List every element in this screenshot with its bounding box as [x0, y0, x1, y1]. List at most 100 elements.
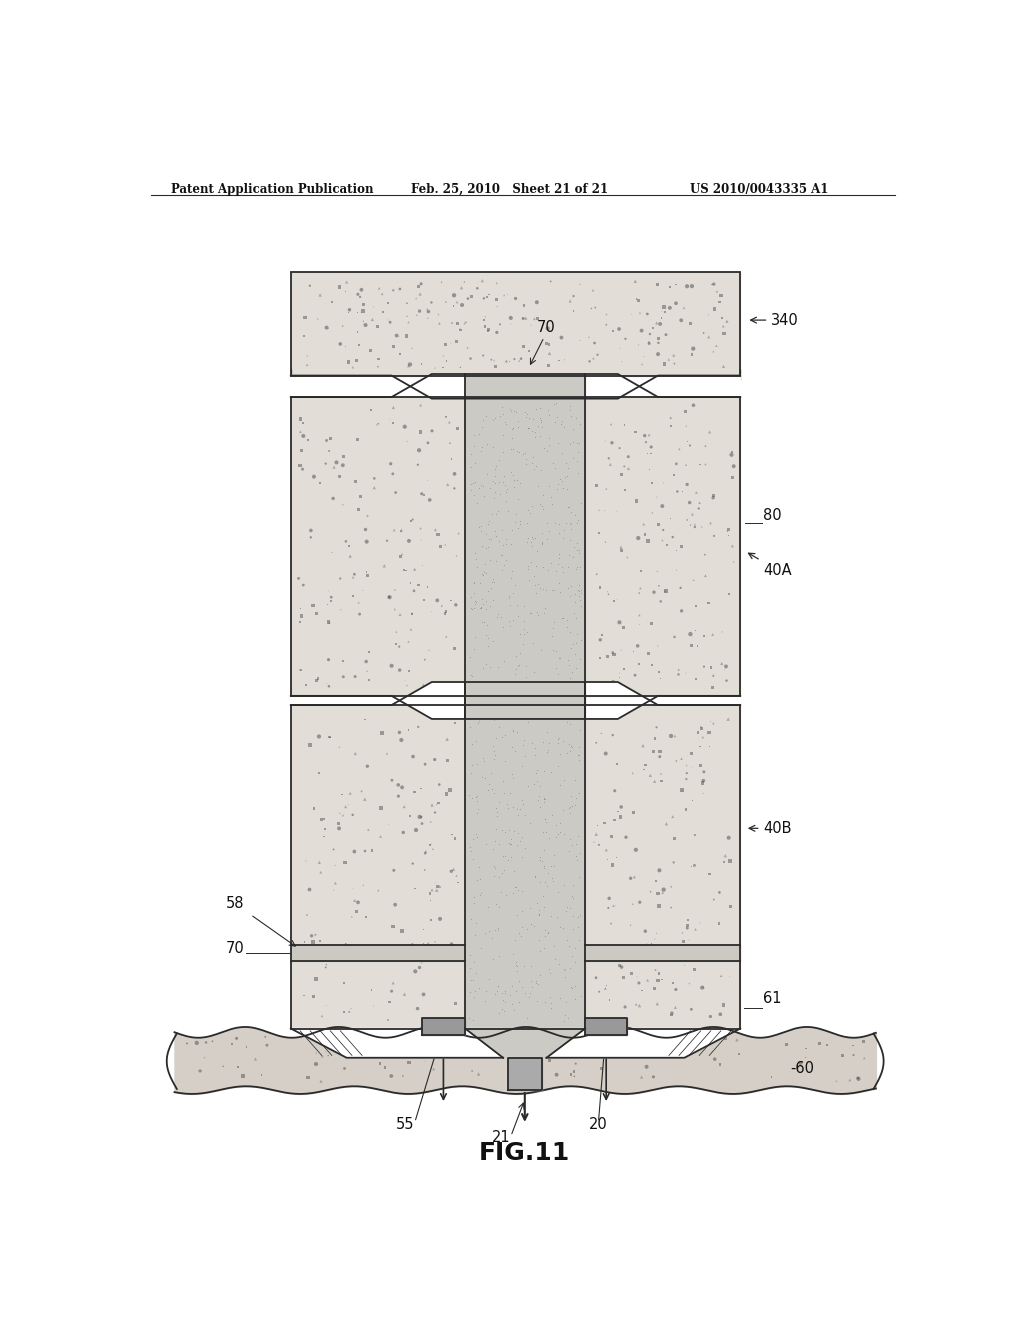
Point: [558, 512, 574, 533]
Point: [521, 341, 538, 362]
Point: [592, 630, 608, 651]
Text: 340: 340: [751, 313, 799, 327]
Point: [709, 281, 725, 302]
Point: [508, 876, 524, 898]
Point: [430, 304, 446, 325]
Point: [512, 473, 528, 494]
Point: [551, 648, 567, 669]
Point: [310, 763, 327, 784]
Point: [540, 921, 556, 942]
Point: [495, 726, 511, 747]
Point: [694, 772, 711, 793]
Point: [312, 931, 329, 952]
Point: [413, 273, 429, 294]
Point: [496, 651, 512, 672]
Point: [495, 535, 511, 556]
Point: [478, 981, 495, 1002]
Point: [616, 414, 633, 436]
Point: [523, 495, 540, 516]
Point: [505, 719, 521, 741]
Point: [559, 711, 575, 733]
Point: [650, 333, 667, 354]
Point: [603, 825, 620, 846]
Point: [484, 838, 501, 859]
Point: [550, 822, 566, 843]
Point: [538, 579, 554, 601]
Point: [603, 912, 620, 933]
Point: [692, 454, 709, 475]
Point: [537, 598, 553, 619]
Point: [486, 350, 503, 371]
Point: [555, 478, 571, 499]
Point: [463, 909, 479, 931]
Point: [517, 449, 534, 470]
Point: [612, 537, 629, 558]
Point: [385, 280, 401, 301]
Point: [561, 796, 578, 817]
Point: [671, 438, 687, 459]
Point: [720, 709, 736, 730]
Point: [648, 923, 665, 944]
Point: [596, 500, 612, 521]
Point: [505, 767, 521, 788]
Point: [418, 841, 434, 862]
Point: [679, 915, 695, 936]
Point: [567, 1053, 584, 1074]
Point: [547, 948, 563, 969]
Point: [328, 873, 344, 894]
Point: [716, 994, 732, 1015]
Point: [358, 561, 375, 582]
Point: [467, 590, 483, 611]
Point: [541, 404, 557, 425]
Point: [709, 335, 725, 356]
Point: [566, 504, 583, 525]
Point: [504, 560, 520, 581]
Point: [555, 673, 571, 694]
Point: [485, 741, 502, 762]
Point: [487, 818, 504, 840]
Point: [526, 422, 543, 444]
Point: [478, 463, 495, 484]
Point: [510, 517, 526, 539]
Point: [485, 409, 502, 430]
Point: [681, 492, 697, 513]
Point: [677, 954, 693, 975]
Point: [485, 748, 502, 770]
Point: [723, 445, 739, 466]
Point: [541, 334, 557, 355]
Point: [519, 418, 536, 440]
Point: [293, 598, 309, 619]
Point: [582, 351, 598, 372]
Point: [534, 459, 550, 480]
Point: [707, 298, 723, 319]
Point: [565, 447, 582, 469]
Point: [569, 907, 586, 928]
Point: [650, 883, 667, 904]
Point: [627, 271, 643, 292]
Point: [331, 813, 347, 834]
Point: [476, 553, 493, 574]
Point: [544, 805, 560, 826]
Point: [566, 770, 583, 791]
Point: [321, 318, 337, 339]
Point: [321, 611, 337, 632]
Point: [668, 453, 684, 474]
Point: [566, 591, 583, 612]
Point: [437, 334, 454, 355]
Point: [623, 915, 639, 936]
Point: [462, 1043, 478, 1064]
Polygon shape: [465, 1028, 586, 1057]
Point: [552, 917, 568, 939]
Point: [364, 945, 380, 966]
Point: [443, 705, 460, 726]
Point: [295, 413, 311, 434]
Point: [568, 432, 585, 453]
Point: [605, 321, 622, 342]
Point: [674, 536, 690, 557]
Point: [476, 486, 493, 507]
Point: [535, 1028, 551, 1049]
Point: [646, 978, 663, 999]
Point: [404, 935, 421, 956]
Point: [332, 334, 348, 355]
Point: [555, 958, 571, 979]
